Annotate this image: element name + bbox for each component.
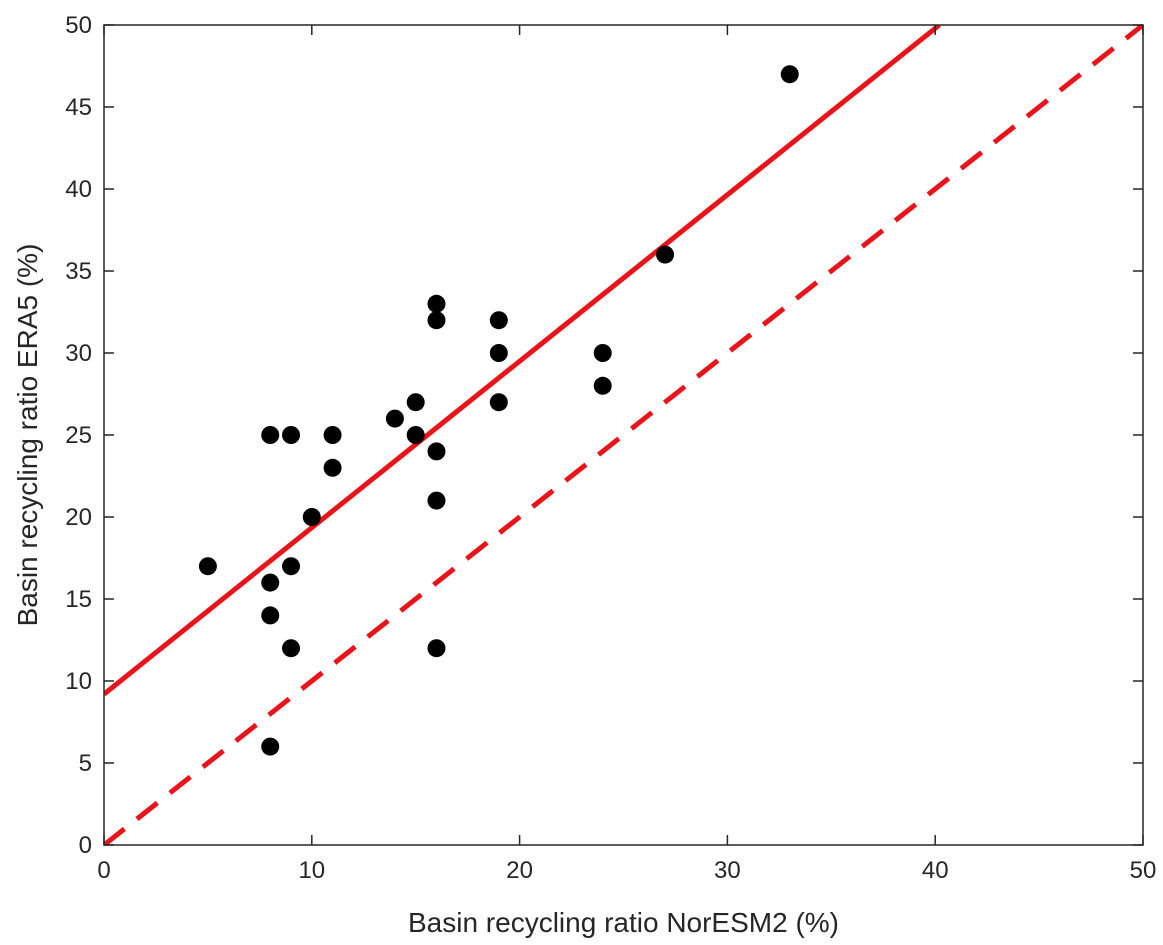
y-tick-label: 45	[65, 94, 92, 121]
data-point	[780, 65, 799, 84]
data-point	[489, 393, 508, 412]
y-tick-label: 10	[65, 668, 92, 695]
data-point	[489, 344, 508, 362]
x-tick-label: 20	[506, 857, 533, 884]
y-tick-label: 35	[65, 258, 92, 285]
y-tick-label: 30	[65, 340, 92, 367]
x-tick-label: 30	[714, 857, 741, 884]
data-point	[323, 458, 342, 477]
data-point	[406, 426, 425, 444]
data-point	[427, 294, 446, 313]
data-point	[593, 376, 612, 395]
y-tick-label: 0	[79, 832, 92, 859]
data-point	[385, 409, 404, 428]
data-point	[198, 557, 217, 576]
x-tick-label: 0	[97, 857, 110, 884]
y-tick-label: 5	[79, 750, 92, 777]
y-tick-label: 25	[65, 422, 92, 449]
y-tick-label: 20	[65, 504, 92, 531]
data-point	[489, 311, 508, 330]
axis-ticks: 0 10 20 30 40 50 0 5 10 15 20 25 30 35 40 45 50	[65, 12, 1156, 884]
x-axis-label: Basin recycling ratio NorESM2 (%)	[408, 907, 839, 938]
x-tick-label: 10	[298, 857, 325, 884]
data-point	[323, 426, 342, 444]
data-point	[302, 508, 321, 526]
regression-line	[104, 25, 941, 697]
x-tick-label: 40	[922, 857, 949, 884]
y-tick-label: 15	[65, 586, 92, 613]
data-point	[593, 344, 612, 362]
data-point	[282, 426, 301, 444]
data-point	[261, 573, 280, 592]
y-tick-label: 40	[65, 176, 92, 203]
data-point	[261, 606, 280, 625]
points-layer	[198, 65, 799, 756]
data-point	[261, 426, 280, 444]
one-to-one-dashed-line	[104, 25, 1143, 845]
data-point	[427, 311, 446, 330]
data-point	[427, 491, 446, 510]
data-point	[261, 737, 280, 756]
y-axis-label: Basin recycling ratio ERA5 (%)	[12, 244, 43, 627]
data-point	[406, 393, 425, 412]
lines-layer	[104, 25, 1143, 845]
data-point	[427, 442, 446, 461]
data-point	[282, 639, 301, 658]
data-point	[427, 639, 446, 658]
data-point	[282, 557, 301, 576]
plot-frame	[103, 24, 1144, 846]
data-point	[656, 245, 675, 264]
y-tick-label: 50	[65, 12, 92, 39]
x-tick-label: 50	[1130, 857, 1157, 884]
